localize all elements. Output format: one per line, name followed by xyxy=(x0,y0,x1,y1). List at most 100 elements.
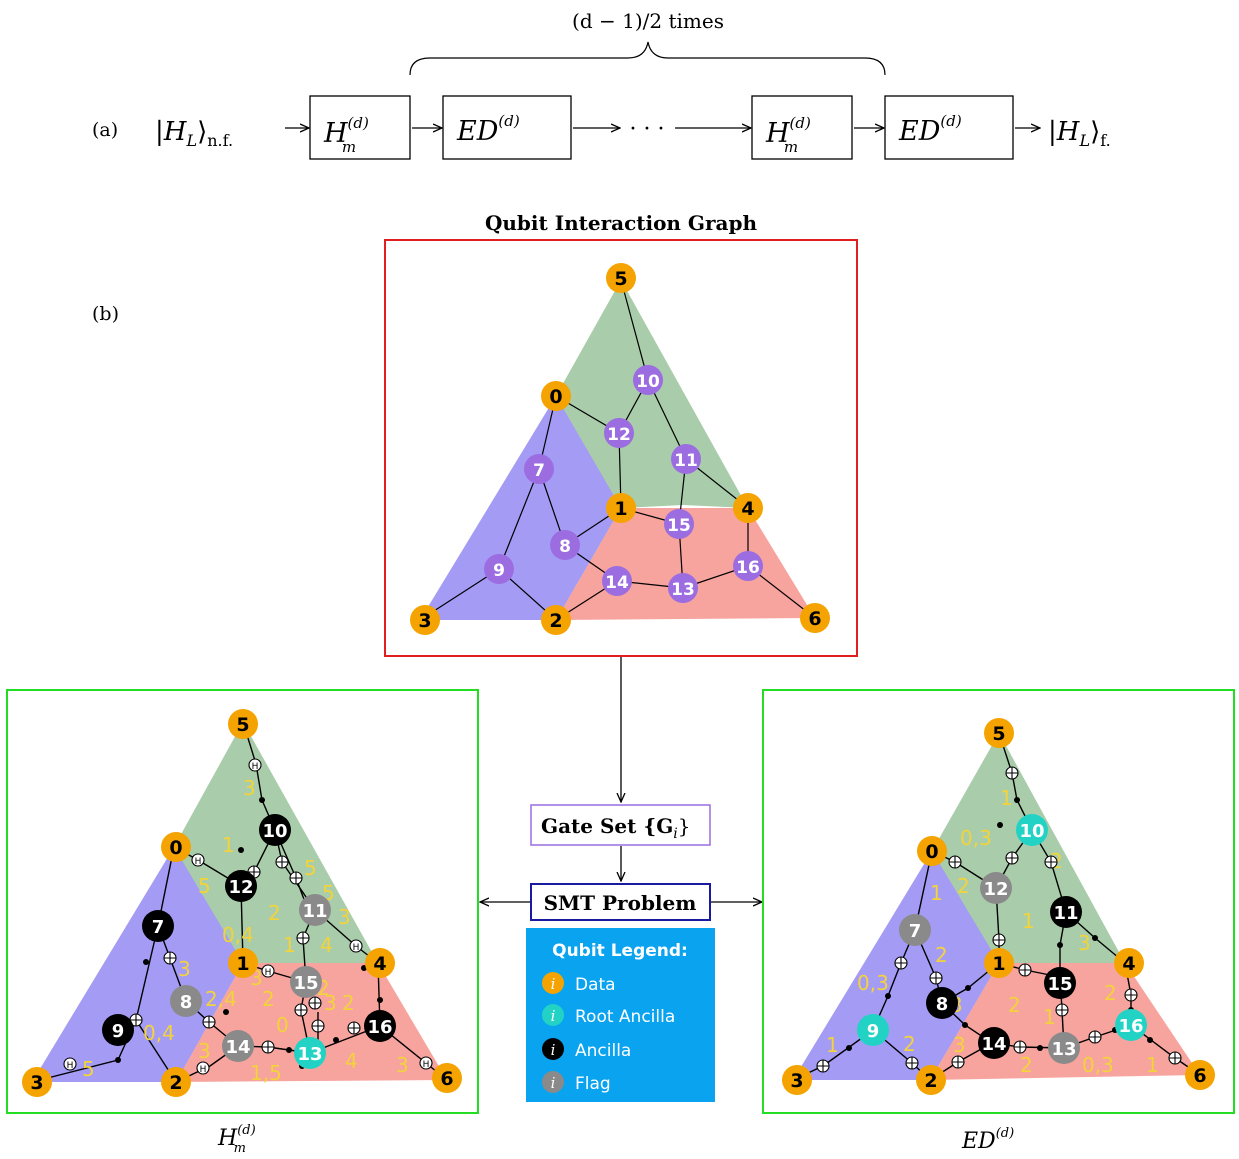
ed-caption: ED(d) xyxy=(961,1126,1014,1154)
cnot-target-icon xyxy=(1018,963,1032,977)
iqubit-9-label: 9 xyxy=(493,561,505,581)
hm-flag-11: 11 xyxy=(299,894,331,926)
hm-qubit-1: 1 xyxy=(228,948,258,978)
ed-box-1 xyxy=(442,95,572,160)
ed-flag-13: 13 xyxy=(1048,1032,1080,1064)
cnot-target-icon xyxy=(1044,855,1058,869)
ed-step: 2 xyxy=(935,943,948,967)
cnot-target-icon xyxy=(951,1055,965,1069)
legend-item-flag: i Flag xyxy=(542,1071,611,1094)
hadamard-icon: H xyxy=(191,853,205,867)
hm-step: 2 xyxy=(268,901,281,925)
cnot-target-icon xyxy=(1168,1051,1182,1065)
qubit-0: 0 xyxy=(541,381,571,411)
interaction-graph: 5 0 1 4 3 2 6 10 12 11 7 15 8 16 9 14 13 xyxy=(410,263,830,635)
hm-step: 0,4 xyxy=(143,1021,175,1045)
cnot-target-icon xyxy=(347,1021,361,1035)
qubit-5: 5 xyxy=(606,263,636,293)
ellipsis: · · · xyxy=(630,117,665,142)
ed-gates xyxy=(816,766,1182,1073)
hm-flag-15-label: 15 xyxy=(293,973,318,994)
cnot-target-icon xyxy=(1124,988,1138,1002)
ed-circuit: 1 0,3 2 2 1 1 3 2 0,3 3 2 2 1 1 2 3 2 0,… xyxy=(782,718,1215,1095)
ed-step: 2 xyxy=(903,1032,916,1056)
hm-step: 3 xyxy=(178,957,191,981)
ed-step: 2 xyxy=(1104,981,1117,1005)
svg-text:H: H xyxy=(252,762,259,772)
qubit-6-label: 6 xyxy=(808,608,821,630)
iqubit-8-label: 8 xyxy=(559,537,571,557)
hm-step: 2 xyxy=(262,987,275,1011)
hm-ancilla-12-label: 12 xyxy=(228,877,253,898)
hm-box-2 xyxy=(751,95,853,160)
svg-text:H: H xyxy=(423,1060,430,1070)
hm-step: 5 xyxy=(304,856,317,880)
ed-step: 1 xyxy=(1022,909,1035,933)
pipeline-panel: (a) (d − 1)/2 times |HL⟩n.f. H(d) m ED(d)… xyxy=(92,9,1111,160)
hm-qubit-2: 2 xyxy=(161,1067,191,1097)
hm-step: 3 xyxy=(338,905,351,929)
legend-symbol: i xyxy=(551,1074,556,1092)
ed-qubit-4-label: 4 xyxy=(1122,953,1135,975)
cnot-target-icon xyxy=(948,855,962,869)
hm-step: 2 xyxy=(342,991,355,1015)
smt-box xyxy=(530,883,711,921)
legend-symbol: i xyxy=(551,1041,556,1059)
hm-qubit-6-label: 6 xyxy=(440,1068,453,1090)
hm-qubit-4: 4 xyxy=(365,948,395,978)
repetition-brace xyxy=(409,41,886,76)
ed-step: 3 xyxy=(953,1033,966,1057)
graph-title: Qubit Interaction Graph xyxy=(485,211,758,235)
hm-root-13-label: 13 xyxy=(297,1044,322,1065)
hm-qubit-1-label: 1 xyxy=(236,953,249,975)
blue-region xyxy=(420,396,621,620)
ed-ancilla-15-label: 15 xyxy=(1047,974,1072,995)
legend-label-flag: Flag xyxy=(575,1074,611,1094)
ed-step: 1 xyxy=(1000,786,1013,810)
legend-item-root-ancilla: i Root Ancilla xyxy=(542,1004,675,1027)
gate-set-label: Gate Set {Gi} xyxy=(541,814,691,842)
hm-step: 3 xyxy=(324,991,337,1015)
qubit-5-label: 5 xyxy=(614,268,627,290)
hm-ancilla-10-label: 10 xyxy=(262,821,287,842)
ed-qubits: 5 0 1 4 3 2 6 11 8 15 14 12 7 13 10 9 16 xyxy=(782,718,1215,1095)
legend-label-ancilla: Ancilla xyxy=(575,1041,631,1061)
interaction-qubits: 10 12 11 7 15 8 16 9 14 13 xyxy=(484,365,763,603)
hadamard-icon: H xyxy=(349,939,363,953)
hm-ancilla-9-label: 9 xyxy=(112,1021,125,1042)
iqubit-13: 13 xyxy=(668,573,698,603)
ed-qubit-5-label: 5 xyxy=(992,723,1005,745)
legend-title: Qubit Legend: xyxy=(552,941,688,961)
ed-step: 2 xyxy=(1008,993,1021,1017)
ed-step: 2 xyxy=(957,874,970,898)
hm-step-labels: 3 1 5 5 2 0,4 3 1 4 3 3 2,4 2 0,4 5 3 2 … xyxy=(82,776,409,1085)
legend-item-ancilla: i Ancilla xyxy=(542,1038,631,1061)
iqubit-16: 16 xyxy=(733,551,763,581)
cnot-target-icon xyxy=(816,1059,830,1073)
hadamard-icon: H xyxy=(261,964,275,978)
qubit-3-label: 3 xyxy=(418,610,431,632)
hm-step: 3 xyxy=(396,1053,409,1077)
legend-label-data: Data xyxy=(575,975,616,995)
cnot-target-icon xyxy=(905,1056,919,1070)
hm-qubit-5: 5 xyxy=(228,709,258,739)
hm-step: 0 xyxy=(276,1013,289,1037)
ed-ancilla-14: 14 xyxy=(978,1027,1010,1059)
cnot-target-icon xyxy=(202,1015,216,1029)
hadamard-icon: H xyxy=(63,1057,77,1071)
hadamard-icon: H xyxy=(196,1061,210,1075)
gate-set-box xyxy=(530,804,711,846)
cnot-target-icon xyxy=(275,855,289,869)
cnot-target-icon xyxy=(1013,1040,1027,1054)
hm-step: 4 xyxy=(320,933,333,957)
hm-box-1-label: H(d) m xyxy=(323,114,369,156)
ed-flag-13-label: 13 xyxy=(1051,1039,1076,1060)
hm-ancilla-12: 12 xyxy=(225,870,257,902)
ed-control-dots xyxy=(846,797,1153,1051)
ed-step: 1 xyxy=(1043,1005,1056,1029)
iqubit-12-label: 12 xyxy=(607,425,631,445)
hm-box-2-label: H(d) m xyxy=(765,114,811,156)
cnot-target-icon xyxy=(1005,766,1019,780)
hm-caption: H(d) m xyxy=(217,1123,256,1156)
